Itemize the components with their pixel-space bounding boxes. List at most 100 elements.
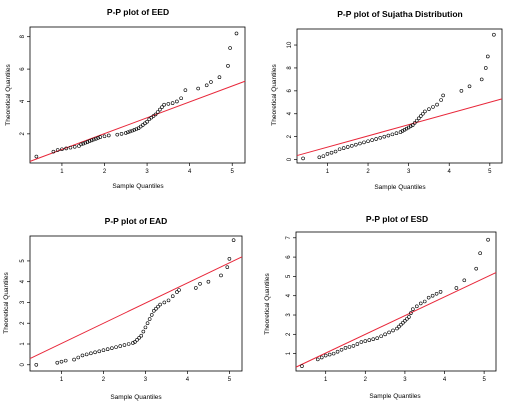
y-tick-label: 4 <box>20 279 26 283</box>
y-tick-label: 5 <box>20 259 26 263</box>
x-tick-label: 3 <box>144 377 148 383</box>
data-point <box>118 344 123 348</box>
data-point <box>155 110 160 114</box>
data-point <box>401 320 405 325</box>
x-tick-label: 2 <box>102 377 106 383</box>
data-point <box>414 118 419 123</box>
y-tick-label: 0 <box>287 157 293 161</box>
data-point <box>143 325 148 330</box>
reference-line <box>296 98 503 157</box>
data-point <box>179 96 183 101</box>
data-point <box>366 139 370 144</box>
panel-title: P-P plot of Sujatha Distribution <box>337 9 462 19</box>
data-point <box>367 338 372 342</box>
data-point <box>350 144 354 148</box>
data-point <box>321 154 326 158</box>
data-point <box>153 112 158 117</box>
data-point <box>355 342 360 346</box>
data-point <box>492 32 496 37</box>
y-tick-label: 0 <box>20 362 26 366</box>
data-point <box>119 132 124 136</box>
data-point <box>383 332 387 337</box>
data-point <box>327 352 332 357</box>
data-point <box>371 337 376 341</box>
data-point <box>145 119 149 124</box>
data-point <box>395 326 399 331</box>
x-tick-label: 1 <box>326 169 330 175</box>
data-point <box>217 75 222 79</box>
panel-title: P-P plot of ESD <box>366 214 428 224</box>
data-point <box>467 84 472 89</box>
x-tick-label: 5 <box>488 169 492 175</box>
data-point <box>134 127 139 131</box>
data-point <box>102 134 107 139</box>
x-tick-label: 3 <box>403 377 407 383</box>
data-point <box>419 114 423 118</box>
y-tick-label: 5 <box>286 274 292 278</box>
data-point <box>110 346 114 350</box>
panel-esd: P-P plot of ESD Sample Quantiles Theoret… <box>264 214 497 400</box>
data-point <box>76 355 81 360</box>
data-point <box>478 251 482 256</box>
data-point <box>329 150 334 155</box>
y-tick-label: 8 <box>287 66 293 70</box>
y-tick-label: 7 <box>286 235 292 239</box>
data-point <box>72 357 76 362</box>
data-point <box>132 128 137 132</box>
y-tick-label: 2 <box>286 332 292 336</box>
data-point <box>198 281 202 286</box>
data-point <box>126 130 130 135</box>
data-point <box>114 345 118 349</box>
data-point <box>362 140 366 145</box>
data-point <box>390 132 395 137</box>
data-point <box>141 329 146 334</box>
data-point <box>423 109 427 114</box>
data-point <box>166 102 171 106</box>
data-point <box>80 353 85 358</box>
data-point <box>152 308 156 313</box>
data-point <box>374 137 378 141</box>
y-tick-label: 6 <box>20 67 26 71</box>
data-point <box>403 319 407 323</box>
data-point <box>301 156 305 161</box>
y-axis-label: Theoretical Quantiles <box>3 272 10 334</box>
data-point <box>378 136 383 140</box>
x-axis-label: Sample Quantiles <box>374 184 426 191</box>
data-point <box>359 340 364 344</box>
data-point <box>331 351 336 356</box>
data-point <box>479 77 484 82</box>
data-point <box>422 299 427 304</box>
data-point <box>89 138 94 143</box>
data-point <box>431 105 435 109</box>
data-point <box>162 102 166 107</box>
data-point <box>333 149 338 154</box>
data-point <box>343 346 348 350</box>
x-tick-label: 1 <box>60 169 64 175</box>
data-point <box>34 154 39 159</box>
data-point <box>370 138 374 142</box>
data-point <box>483 66 488 70</box>
data-point <box>397 324 401 329</box>
data-point <box>319 355 324 360</box>
data-point <box>438 290 443 294</box>
data-point <box>170 101 175 105</box>
y-tick-label: 3 <box>286 313 292 317</box>
data-point <box>160 105 164 109</box>
data-point <box>379 334 383 339</box>
data-point <box>421 111 425 116</box>
data-point <box>156 304 160 309</box>
data-point <box>130 128 134 133</box>
reference-line <box>29 80 246 162</box>
data-point <box>358 141 362 146</box>
x-axis-label: Sample Quantiles <box>369 393 421 400</box>
data-point <box>317 155 322 160</box>
data-point <box>154 306 158 311</box>
data-point <box>206 279 211 284</box>
data-point <box>209 80 213 84</box>
data-point <box>175 99 179 104</box>
y-tick-label: 3 <box>20 300 26 304</box>
data-point <box>347 345 352 349</box>
reference-line <box>295 272 497 368</box>
data-point <box>135 338 139 342</box>
data-point <box>83 140 88 145</box>
